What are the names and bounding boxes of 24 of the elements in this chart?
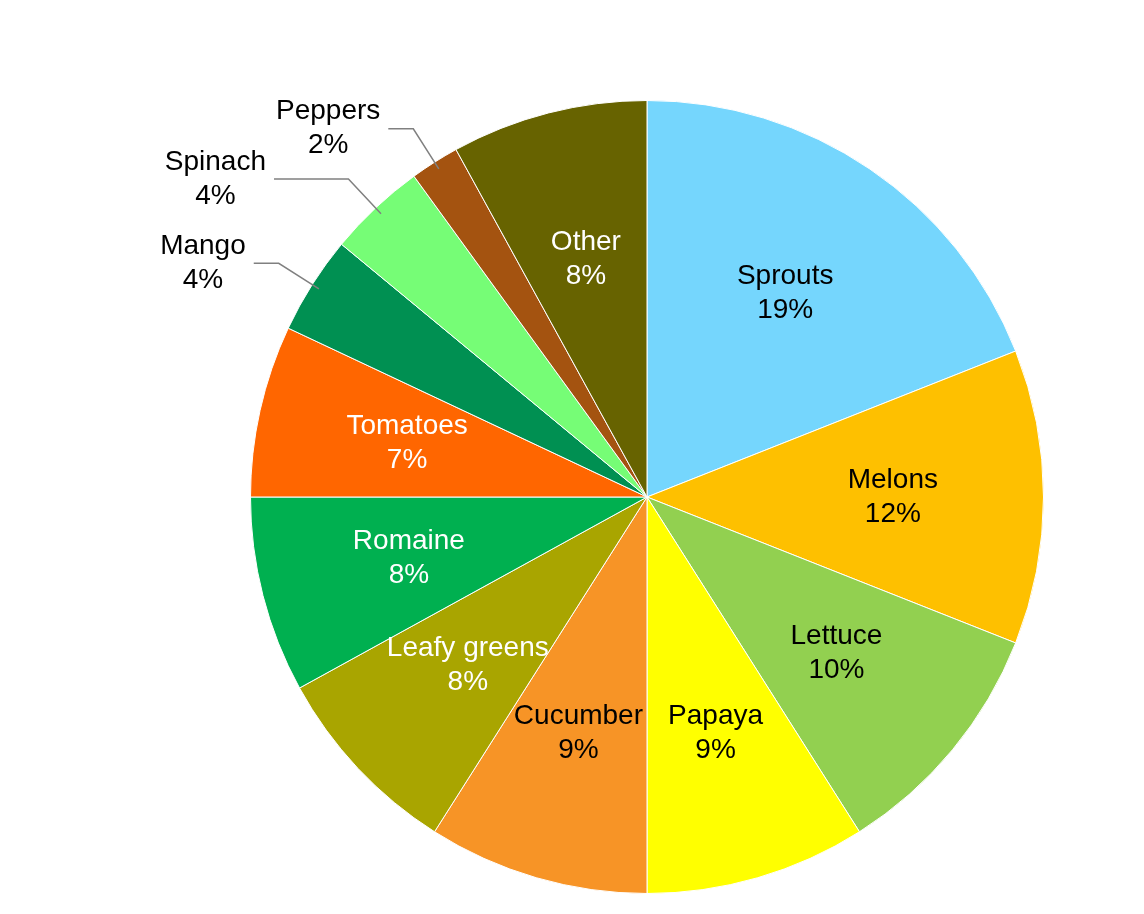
slice-label: Cucumber xyxy=(513,698,643,730)
data-label: 7% xyxy=(386,443,428,475)
slice-label: Peppers xyxy=(276,94,381,126)
slice-label: Sprouts xyxy=(736,259,834,291)
data-label: 2% xyxy=(307,128,349,160)
data-label: 4% xyxy=(182,263,224,295)
data-label: 12% xyxy=(864,496,921,528)
slice-label: Lettuce xyxy=(790,619,883,651)
data-label: 4% xyxy=(195,178,236,210)
slice-label: Spinach xyxy=(164,144,267,176)
slice-label: Other xyxy=(550,224,621,256)
slice-label: Papaya xyxy=(668,698,764,730)
slice-label: Tomatoes xyxy=(346,409,468,441)
data-label: 8% xyxy=(565,258,607,290)
slice-label: Romaine xyxy=(352,523,465,555)
data-label: 9% xyxy=(695,732,736,764)
slice-label: Melons xyxy=(847,462,938,494)
data-label: 10% xyxy=(808,653,865,685)
data-label: 19% xyxy=(757,293,814,325)
data-label: 8% xyxy=(388,557,430,589)
data-label: 8% xyxy=(447,665,489,696)
slice-label: Leafy greens xyxy=(386,631,549,662)
slice-label: Mango xyxy=(160,229,246,261)
data-label: 9% xyxy=(558,732,599,764)
